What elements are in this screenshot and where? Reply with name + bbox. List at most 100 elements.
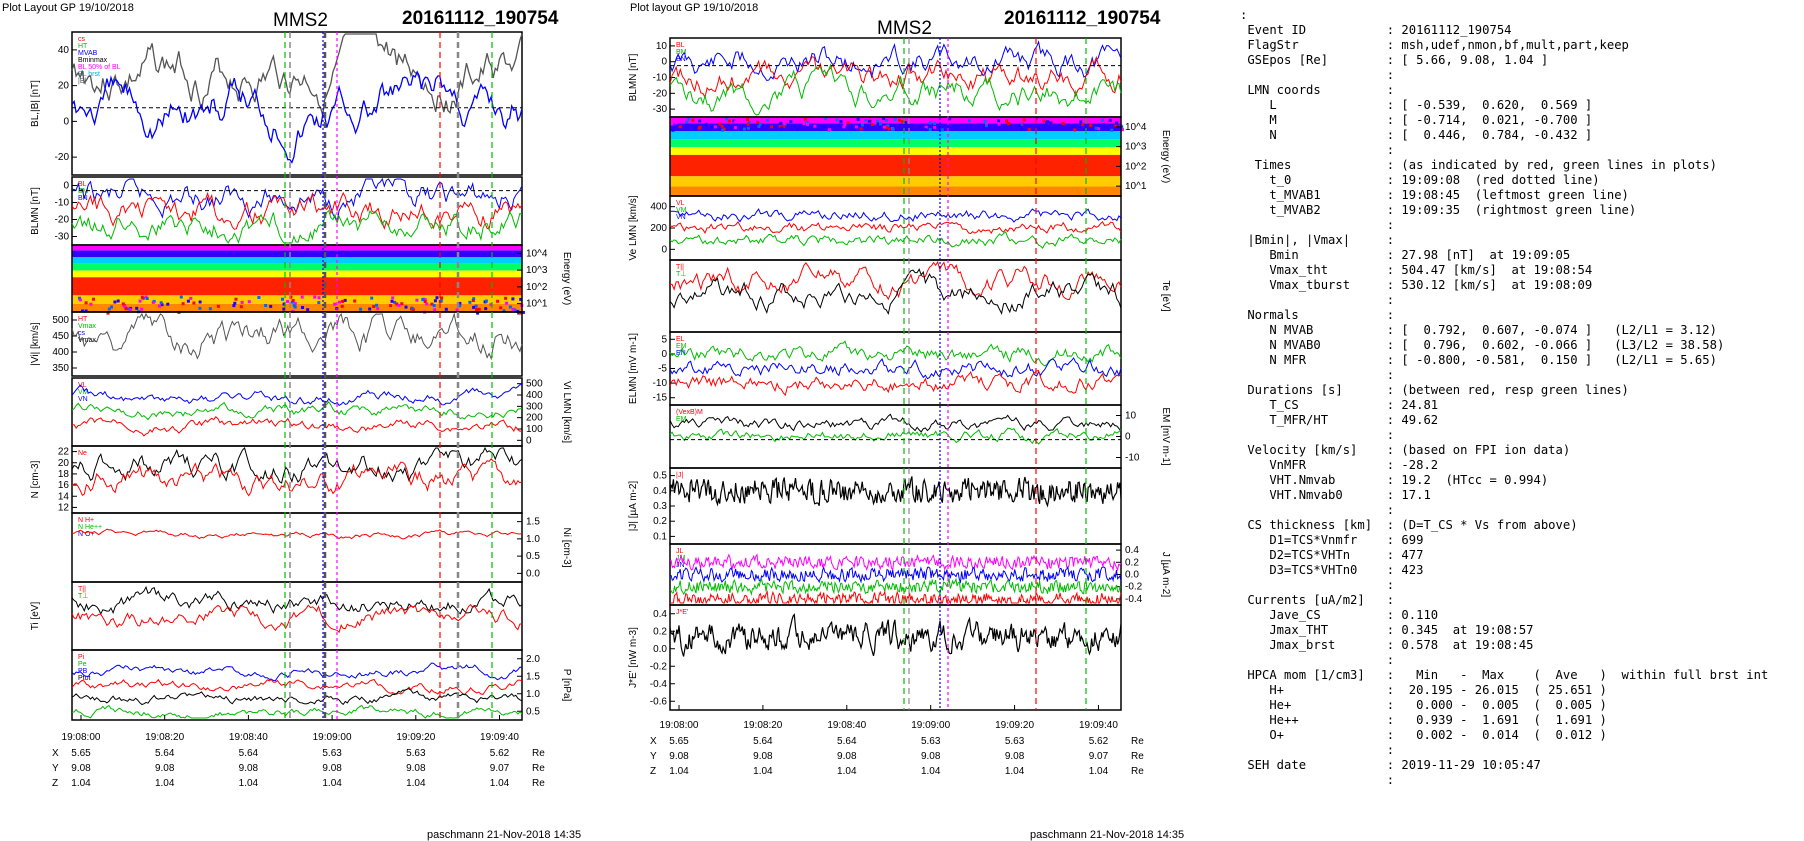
tick-label: 2.0 (526, 654, 540, 665)
info-row: |Bmin|, |Vmax| : (1240, 233, 1768, 248)
spectrogram-speckle (710, 126, 714, 129)
spectrogram-speckle (940, 128, 944, 132)
tick-label: -10 (653, 73, 668, 84)
panel-ylabel: Energy (eV) (561, 252, 572, 305)
info-value (1394, 143, 1401, 157)
tick-label: -20 (55, 215, 70, 226)
info-sep: : (1386, 218, 1395, 232)
spectrogram-speckle (887, 127, 891, 131)
spectrogram-speckle (704, 122, 708, 126)
spectrogram-speckle (933, 125, 937, 129)
spectrogram-speckle (1035, 117, 1039, 120)
info-value: 49.62 (1394, 413, 1439, 427)
info-key: Vmax_tburst (1240, 278, 1387, 292)
spectrogram-speckle (247, 300, 251, 304)
spectrogram-speckle (300, 295, 304, 299)
legend-entry: BM (676, 49, 687, 56)
spectrogram-speckle (789, 120, 793, 124)
series-line (71, 446, 523, 484)
spectrogram-speckle (395, 302, 399, 306)
info-key: He+ (1240, 698, 1387, 712)
tick-label: 10 (656, 41, 668, 52)
spectrogram-speckle (433, 308, 437, 312)
series-line (669, 260, 1122, 301)
panel-frame (669, 467, 1122, 545)
tick-label: 40 (58, 45, 70, 56)
info-value (1394, 293, 1401, 307)
spectrogram-speckle (368, 307, 372, 311)
info-value: 27.98 [nT] at 19:09:05 (1394, 248, 1571, 262)
spectrogram-speckle (234, 297, 238, 301)
info-value (1394, 503, 1401, 517)
info-value: 699 (1394, 533, 1424, 547)
spectrogram-speckle (859, 127, 863, 131)
spectrogram-speckle (882, 125, 886, 129)
info-value (1394, 308, 1401, 322)
info-sep: : (1386, 68, 1395, 82)
legend-entry: VL (676, 200, 685, 207)
info-sep: : (1386, 113, 1395, 127)
info-key: M (1240, 113, 1387, 127)
spectrogram-speckle (843, 123, 847, 127)
legend-entry: |J| (676, 472, 683, 479)
info-value: 423 (1394, 563, 1424, 577)
spectrogram-speckle (353, 299, 357, 303)
spectrogram-speckle (269, 304, 273, 308)
series-line (669, 427, 1122, 445)
info-sep: : (1386, 623, 1395, 637)
info-sep: : (1386, 83, 1395, 97)
panel-ylabel: Te [eV] (1160, 280, 1171, 311)
info-value: (based on FPI ion data) (1394, 443, 1571, 457)
spectrogram-speckle (846, 121, 850, 125)
spectrogram-speckle (893, 118, 897, 122)
tick-label: 1.5 (526, 671, 540, 682)
info-row: Jmax_THT : 0.345 at 19:08:57 (1240, 623, 1768, 638)
series-line (71, 33, 523, 116)
spectrogram-band (670, 176, 1121, 187)
info-value: (D=T_CS * Vs from above) (1394, 518, 1578, 532)
spectrogram-speckle (140, 295, 144, 299)
info-row: T_MFR/HT : 49.62 (1240, 413, 1768, 428)
panel-ylabel: Vi LMN [km/s] (561, 381, 572, 443)
legend-entry: N O+ (78, 531, 95, 538)
info-sep: : (1386, 368, 1395, 382)
spectrogram-speckle (158, 304, 161, 308)
series-line (71, 209, 523, 245)
info-key (1240, 293, 1387, 307)
panel-ylabel: J*E' [nW m-3] (628, 627, 639, 688)
spectrogram-speckle (725, 117, 729, 121)
mid-plot-header: Plot layout GP 19/10/2018 (630, 2, 759, 14)
info-key: Jmax_THT (1240, 623, 1387, 637)
info-top-colon: : (1240, 8, 1248, 22)
info-key: D3=TCS*VHTn0 (1240, 563, 1387, 577)
tick-label: 10^3 (526, 265, 548, 276)
spectrogram-speckle (1007, 122, 1011, 126)
spectrogram-speckle (1114, 121, 1118, 125)
info-value: 0.110 (1394, 608, 1439, 622)
panel-ylabel: EM [mV m-1] (1160, 407, 1171, 466)
position-value: 9.08 (239, 763, 259, 774)
legend-entry: HT (78, 316, 88, 323)
position-value: 9.08 (155, 763, 175, 774)
position-value: 5.63 (322, 748, 342, 759)
info-value: 0.578 at 19:08:45 (1394, 638, 1534, 652)
spectrogram-speckle (489, 303, 493, 307)
tick-label: 0.2 (653, 626, 667, 637)
spectrogram-speckle (160, 303, 164, 307)
spectrogram-speckle (484, 307, 488, 311)
spectrogram-speckle (678, 125, 682, 129)
series-line (71, 177, 523, 224)
info-value: (between red, resp green lines) (1394, 383, 1629, 397)
series-line (669, 40, 1122, 82)
position-value: 5.62 (490, 748, 510, 759)
spectrogram-speckle (746, 122, 750, 126)
info-row: : (1240, 503, 1768, 518)
tick-label: -0.6 (650, 696, 668, 707)
spectrogram-speckle (757, 125, 761, 128)
info-value: [ 0.446, 0.784, -0.432 ] (1394, 128, 1593, 142)
spectrogram-speckle (891, 127, 895, 131)
info-value: [ 0.796, 0.602, -0.066 ] (L3/L2 = 38.58) (1394, 338, 1725, 352)
legend-entry: JL (676, 548, 684, 555)
info-key: O+ (1240, 728, 1387, 742)
tick-label: 300 (526, 401, 543, 412)
